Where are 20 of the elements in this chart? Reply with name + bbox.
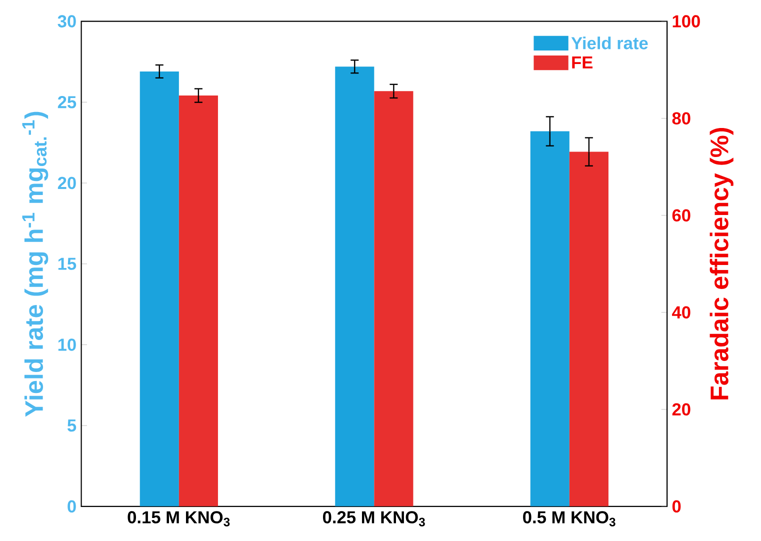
y2-tick-label: 40 bbox=[672, 306, 690, 318]
y-tick-label: 0 bbox=[68, 500, 76, 513]
x-tick-label: 0.25 M KNO$_{3}$ bbox=[323, 511, 425, 526]
y-tick-label: 15 bbox=[58, 258, 76, 270]
y2-axis-title: Faradaic efficiency (%) bbox=[710, 128, 734, 400]
legend-label: Yield rate bbox=[571, 36, 648, 50]
y2-tick-label: 80 bbox=[672, 112, 690, 124]
x-tick-label: 0.15 M KNO$_{3}$ bbox=[128, 511, 230, 526]
y-tick-label: 10 bbox=[58, 338, 76, 351]
y-tick-label: 30 bbox=[58, 15, 76, 28]
y-axis-title: Yield rate (mg h$^{-1}$ mg$_{cat.}$$^{-1}$) bbox=[22, 112, 48, 417]
y2-tick-label: 20 bbox=[672, 403, 690, 416]
y-tick-label: 25 bbox=[58, 96, 76, 108]
y2-tick-label: 100 bbox=[672, 15, 700, 28]
y-tick-label: 5 bbox=[68, 420, 76, 432]
legend-label: FE bbox=[572, 56, 593, 68]
y2-tick-label: 60 bbox=[672, 209, 690, 222]
x-tick-label: 0.5 M KNO$_{3}$ bbox=[523, 511, 616, 526]
y-tick-label: 20 bbox=[58, 176, 76, 190]
y2-tick-label: 0 bbox=[672, 500, 681, 513]
